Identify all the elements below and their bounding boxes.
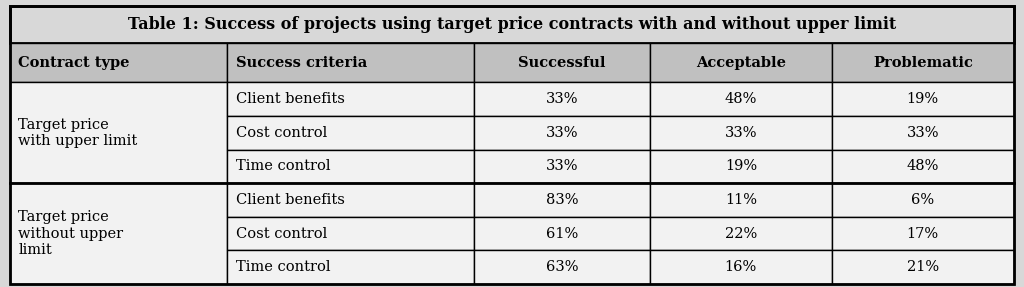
Text: 6%: 6% [911,193,934,207]
Bar [474,82,650,116]
Bar [831,183,1014,217]
Bar [831,116,1014,150]
Text: 61%: 61% [546,227,578,241]
Bar [650,82,831,116]
Bar [650,183,831,217]
Bar [227,150,474,183]
Text: 33%: 33% [546,92,579,106]
Bar [650,116,831,150]
Bar [10,82,227,183]
Bar [227,43,474,82]
Text: Cost control: Cost control [236,227,327,241]
Text: 21%: 21% [906,260,939,274]
Text: 33%: 33% [725,126,757,140]
Bar [474,150,650,183]
Text: 22%: 22% [725,227,757,241]
Bar [831,43,1014,82]
Text: Acceptable: Acceptable [696,56,785,70]
Bar [650,251,831,284]
Text: 48%: 48% [906,159,939,173]
Text: 16%: 16% [725,260,757,274]
Bar [474,251,650,284]
Text: Time control: Time control [236,159,330,173]
Text: 11%: 11% [725,193,757,207]
Text: Time control: Time control [236,260,330,274]
Bar [227,82,474,116]
Bar [831,217,1014,251]
Text: 33%: 33% [546,159,579,173]
Bar [227,183,474,217]
Bar [10,43,227,82]
Text: 48%: 48% [725,92,757,106]
Bar [227,116,474,150]
Text: 63%: 63% [546,260,579,274]
Text: Contract type: Contract type [18,56,130,70]
Text: 19%: 19% [906,92,939,106]
Text: 33%: 33% [906,126,939,140]
Text: 33%: 33% [546,126,579,140]
Text: 19%: 19% [725,159,757,173]
Bar [474,217,650,251]
Bar [474,43,650,82]
Text: Problematic: Problematic [872,56,973,70]
Bar [227,251,474,284]
Bar [650,217,831,251]
Text: 83%: 83% [546,193,579,207]
Text: Success criteria: Success criteria [236,56,367,70]
Text: 17%: 17% [906,227,939,241]
Bar [227,217,474,251]
Text: Cost control: Cost control [236,126,327,140]
Bar [650,150,831,183]
Text: Target price
with upper limit: Target price with upper limit [18,118,137,148]
Text: Client benefits: Client benefits [236,193,344,207]
Text: Target price
without upper
limit: Target price without upper limit [18,210,124,257]
Bar [831,82,1014,116]
Text: Successful: Successful [518,56,605,70]
Text: Table 1: Success of projects using target price contracts with and without upper: Table 1: Success of projects using targe… [128,16,896,33]
Bar [474,183,650,217]
Bar [10,183,227,284]
Bar [10,6,1014,43]
Bar [831,251,1014,284]
Bar [650,43,831,82]
Text: Client benefits: Client benefits [236,92,344,106]
Bar [831,150,1014,183]
Bar [474,116,650,150]
